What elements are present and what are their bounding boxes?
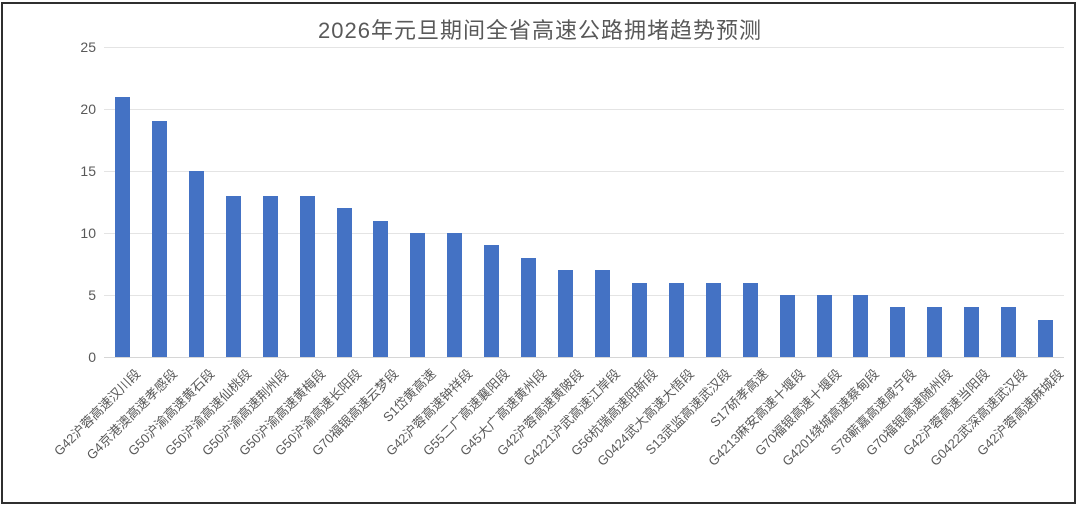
bar xyxy=(779,295,795,357)
chart-title: 2026年元旦期间全省高速公路拥堵趋势预测 xyxy=(318,18,762,43)
gridline xyxy=(104,47,1064,48)
bar xyxy=(594,270,610,357)
gridline xyxy=(104,171,1064,172)
bar xyxy=(151,121,167,357)
gridline xyxy=(104,109,1064,110)
y-axis-tick-label: 5 xyxy=(88,287,96,303)
bar xyxy=(742,282,758,357)
bar xyxy=(299,195,315,357)
bar xyxy=(336,208,352,357)
bar xyxy=(890,307,906,357)
y-axis-tick-label: 0 xyxy=(88,349,96,365)
bar xyxy=(558,270,574,357)
bar xyxy=(225,195,241,357)
bar xyxy=(262,195,278,357)
bar xyxy=(705,282,721,357)
y-axis-tick-label: 25 xyxy=(80,39,96,55)
gridline xyxy=(104,295,1064,296)
bar xyxy=(927,307,943,357)
bar xyxy=(447,233,463,357)
bar xyxy=(1038,319,1054,357)
gridline xyxy=(104,233,1064,234)
bar xyxy=(188,171,204,357)
x-axis-line xyxy=(104,357,1064,358)
bar xyxy=(521,257,537,357)
y-axis-tick-label: 10 xyxy=(80,225,96,241)
bar xyxy=(816,295,832,357)
bar xyxy=(373,220,389,357)
bar xyxy=(631,282,647,357)
bar xyxy=(668,282,684,357)
y-axis-tick-label: 20 xyxy=(80,101,96,117)
bar xyxy=(410,233,426,357)
bar xyxy=(853,295,869,357)
bar xyxy=(114,96,130,357)
bar xyxy=(1001,307,1017,357)
y-axis-tick-label: 15 xyxy=(80,163,96,179)
bar xyxy=(964,307,980,357)
bar xyxy=(484,245,500,357)
